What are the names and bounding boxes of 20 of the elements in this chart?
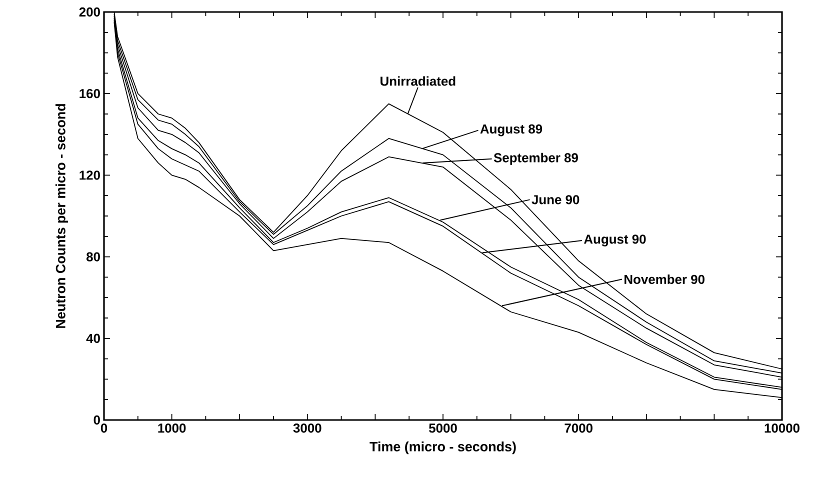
annotation: November 90	[624, 274, 704, 284]
y-tick-label: 120	[80, 170, 100, 180]
x-tick-label: 0	[100, 424, 108, 433]
y-tick-label: 200	[79, 7, 100, 17]
x-tick-label: 1000	[158, 424, 186, 433]
annotation: September 89	[494, 152, 578, 165]
annotation: August 90	[584, 234, 646, 246]
annotation: June 90	[532, 195, 580, 204]
x-tick-label: 5000	[429, 424, 457, 433]
y-tick-label: 80	[86, 252, 100, 262]
y-axis-title: Neutron Counts per micro - second	[56, 104, 68, 328]
y-tick-label: 0	[94, 415, 100, 425]
y-tick-label: 40	[86, 334, 100, 343]
x-tick-label: 10000	[764, 424, 800, 433]
x-tick-label: 3000	[293, 424, 322, 433]
y-tick-label: 160	[80, 89, 100, 98]
annotation: August 89	[480, 124, 542, 136]
annotation: Unirradiated	[380, 76, 456, 86]
x-tick-label: 7000	[564, 424, 592, 433]
x-axis-title: Time (micro - seconds)	[370, 442, 516, 454]
